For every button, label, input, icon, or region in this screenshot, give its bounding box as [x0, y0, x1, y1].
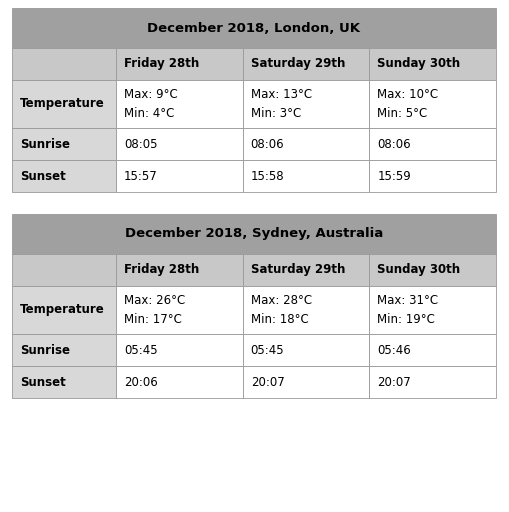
- Text: 20:07: 20:07: [377, 375, 411, 389]
- Bar: [12, 48, 116, 80]
- Bar: [12, 160, 116, 192]
- Bar: [116, 128, 243, 160]
- Text: Max: 28°C
Min: 18°C: Max: 28°C Min: 18°C: [251, 294, 312, 326]
- Text: Max: 9°C
Min: 4°C: Max: 9°C Min: 4°C: [124, 88, 178, 120]
- Bar: [116, 80, 243, 128]
- Bar: [116, 366, 243, 398]
- Bar: [370, 254, 496, 286]
- Text: Max: 13°C
Min: 3°C: Max: 13°C Min: 3°C: [251, 88, 312, 120]
- Bar: [370, 366, 496, 398]
- Bar: [370, 334, 496, 366]
- Bar: [370, 80, 496, 128]
- Bar: [116, 160, 243, 192]
- Text: Sunset: Sunset: [20, 169, 66, 182]
- Text: Saturday 29th: Saturday 29th: [251, 57, 345, 71]
- Text: Sunset: Sunset: [20, 375, 66, 389]
- Text: Max: 26°C
Min: 17°C: Max: 26°C Min: 17°C: [124, 294, 185, 326]
- Text: Max: 31°C
Min: 19°C: Max: 31°C Min: 19°C: [377, 294, 438, 326]
- Text: December 2018, London, UK: December 2018, London, UK: [148, 22, 360, 34]
- Bar: [243, 160, 370, 192]
- Bar: [12, 366, 116, 398]
- Bar: [370, 48, 496, 80]
- Text: Sunday 30th: Sunday 30th: [377, 57, 461, 71]
- Bar: [116, 254, 243, 286]
- Bar: [12, 254, 116, 286]
- Text: Temperature: Temperature: [20, 97, 105, 111]
- Bar: [370, 286, 496, 334]
- Text: 05:46: 05:46: [377, 344, 411, 356]
- Text: December 2018, Sydney, Australia: December 2018, Sydney, Australia: [125, 227, 383, 241]
- Bar: [370, 160, 496, 192]
- Text: 05:45: 05:45: [251, 344, 285, 356]
- Bar: [243, 48, 370, 80]
- Text: 08:06: 08:06: [377, 138, 411, 151]
- Bar: [116, 48, 243, 80]
- Bar: [12, 286, 116, 334]
- Bar: [370, 128, 496, 160]
- Bar: [12, 334, 116, 366]
- Text: 20:07: 20:07: [251, 375, 285, 389]
- Text: 15:57: 15:57: [124, 169, 158, 182]
- Text: Sunday 30th: Sunday 30th: [377, 264, 461, 276]
- Bar: [116, 334, 243, 366]
- Bar: [116, 286, 243, 334]
- Bar: [12, 80, 116, 128]
- Bar: [243, 254, 370, 286]
- Bar: [243, 334, 370, 366]
- Bar: [243, 286, 370, 334]
- Text: 08:06: 08:06: [251, 138, 285, 151]
- Text: Sunrise: Sunrise: [20, 344, 70, 356]
- Bar: [243, 80, 370, 128]
- Text: 08:05: 08:05: [124, 138, 158, 151]
- Text: Friday 28th: Friday 28th: [124, 57, 200, 71]
- Text: Temperature: Temperature: [20, 304, 105, 316]
- Text: 20:06: 20:06: [124, 375, 158, 389]
- Bar: [243, 366, 370, 398]
- Bar: [12, 214, 496, 254]
- Text: Sunrise: Sunrise: [20, 138, 70, 151]
- Bar: [243, 128, 370, 160]
- Text: Max: 10°C
Min: 5°C: Max: 10°C Min: 5°C: [377, 88, 438, 120]
- Bar: [12, 128, 116, 160]
- Text: 15:59: 15:59: [377, 169, 411, 182]
- Text: Saturday 29th: Saturday 29th: [251, 264, 345, 276]
- Text: 05:45: 05:45: [124, 344, 158, 356]
- Bar: [12, 8, 496, 48]
- Text: Friday 28th: Friday 28th: [124, 264, 200, 276]
- Text: 15:58: 15:58: [251, 169, 285, 182]
